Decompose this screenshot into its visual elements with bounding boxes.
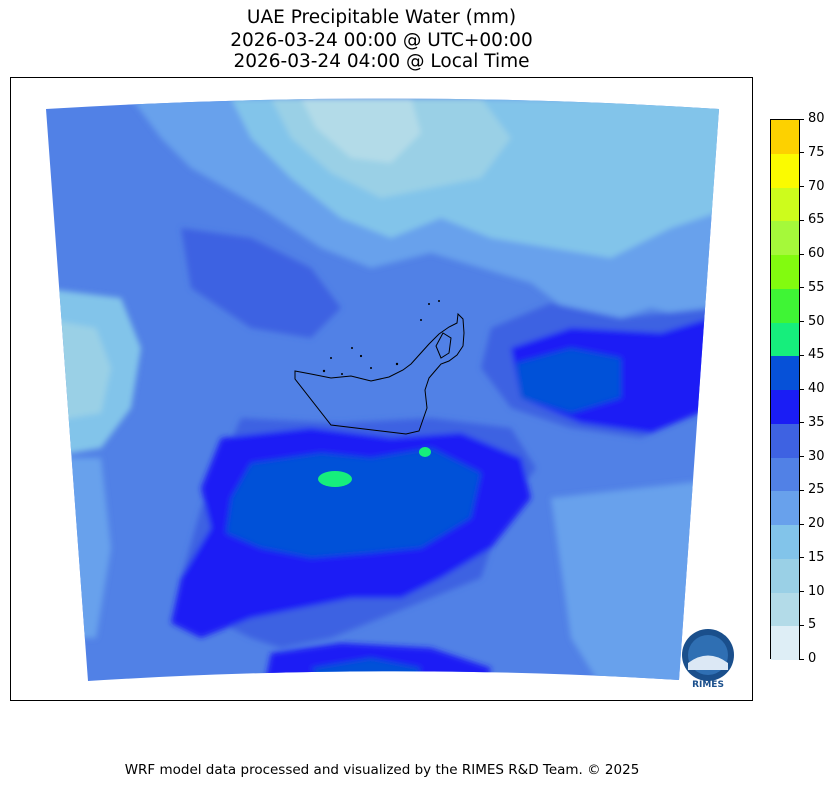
colorbar-tick-mark [799, 253, 804, 255]
colorbar-segment [771, 423, 799, 458]
colorbar-segment [771, 491, 799, 525]
contour-20-25-southwest [46, 458, 111, 638]
colorbar-segment [771, 221, 799, 255]
colorbar-tick-label: 45 [808, 347, 825, 363]
colorbar-tick-label: 25 [808, 482, 825, 498]
map-subtitle-local: 2026-03-24 04:00 @ Local Time [233, 51, 530, 72]
colorbar-segment [771, 187, 799, 222]
colorbar-tick-mark [799, 354, 804, 356]
colorbar-tick-label: 55 [808, 279, 825, 295]
colorbar-tick-label: 60 [808, 246, 825, 261]
colorbar-segment [771, 558, 799, 593]
precipitable-water-map: RIMES [46, 98, 734, 690]
contour-40-45-east [516, 348, 621, 413]
colorbar-tick-mark [799, 186, 804, 187]
colorbar-tick-mark [799, 422, 804, 424]
map-title: UAE Precipitable Water (mm) [246, 7, 517, 28]
colorbar-tick-label: 40 [808, 381, 825, 396]
colorbar-segment [771, 322, 799, 357]
colorbar-tick-mark [799, 658, 804, 660]
colorbar-tick-label: 65 [808, 212, 825, 228]
colorbar-segment [771, 288, 799, 323]
contour-40-45-central [226, 448, 481, 558]
coastal-islands [322, 300, 440, 375]
contour-45-50-blob-east [419, 447, 431, 457]
colorbar-tick-label: 30 [808, 448, 825, 464]
colorbar-tick-mark [799, 456, 804, 457]
colorbar-tick-mark [799, 152, 804, 154]
colorbar-tick-label: 80 [808, 111, 825, 126]
colorbar-tick-label: 20 [808, 516, 825, 531]
colorbar-segment [771, 457, 799, 492]
colorbar-tick-mark [799, 523, 804, 525]
logo-wave-icon [688, 655, 728, 670]
map-panel: RIMES [10, 77, 753, 701]
colorbar-tick-label: 10 [808, 583, 825, 599]
colorbar-segment [771, 525, 799, 559]
colorbar-tick-mark [799, 321, 804, 322]
colorbar-tick-label: 35 [808, 414, 825, 430]
colorbar-tick-mark [799, 557, 804, 559]
colorbar-tick-mark [799, 388, 804, 390]
uae-boundary [294, 312, 465, 435]
colorbar-tick-label: 50 [808, 313, 825, 329]
colorbar-tick-label: 15 [808, 549, 825, 565]
colorbar-tick-label: 75 [808, 144, 825, 160]
rimes-logo: RIMES [682, 629, 734, 690]
colorbar-segment [771, 356, 799, 390]
logo-text: RIMES [692, 680, 724, 690]
colorbar-segment [771, 153, 799, 188]
colorbar-segment [771, 592, 799, 627]
colorbar-tick-mark [799, 489, 804, 491]
contour-5-10-north [301, 98, 421, 163]
contour-45-50-blob-west [318, 471, 352, 487]
contour-30-35-northwest [181, 228, 341, 338]
colorbar-segment [771, 120, 799, 154]
footer-credit: WRF model data processed and visualized … [124, 762, 640, 778]
colorbar-tick-mark [799, 287, 804, 289]
colorbar [770, 119, 800, 660]
colorbar-tick-label: 0 [808, 651, 817, 666]
colorbar-segment [771, 626, 799, 660]
colorbar-tick-mark [799, 591, 804, 592]
map-subtitle-utc: 2026-03-24 00:00 @ UTC+00:00 [230, 30, 533, 51]
colorbar-tick-label: 70 [808, 178, 825, 194]
colorbar-segment [771, 390, 799, 424]
colorbar-tick-mark [799, 219, 804, 221]
colorbar-segment [771, 255, 799, 289]
oman-exclave-boundary [435, 332, 452, 359]
colorbar-tick-mark [799, 624, 804, 626]
colorbar-tick-mark [799, 118, 804, 120]
colorbar-tick-label: 5 [808, 617, 817, 633]
